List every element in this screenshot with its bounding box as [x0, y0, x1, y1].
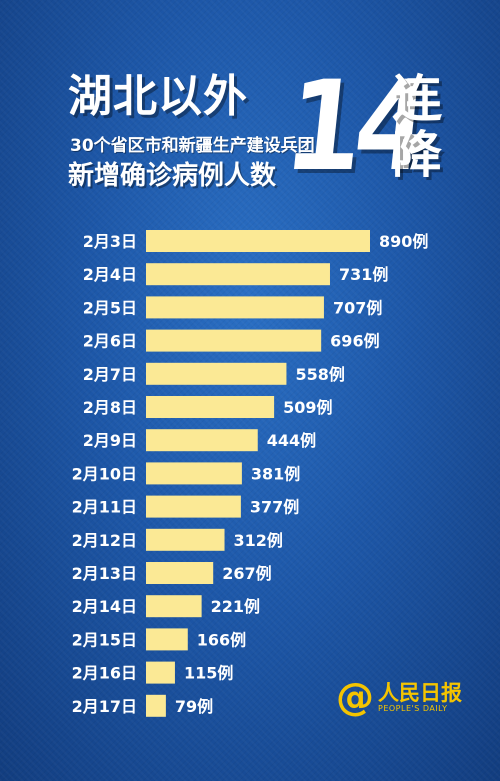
peoples-daily-logo: @ 人民日报 PEOPLE'S DAILY: [336, 677, 462, 717]
category-label: 2月10日: [72, 464, 137, 483]
title-main: 湖北以外: [68, 71, 248, 122]
category-label: 2月13日: [72, 564, 137, 583]
category-label: 2月6日: [83, 332, 137, 351]
bar: [146, 462, 242, 485]
category-label: 2月16日: [72, 664, 137, 683]
value-label: 312例: [234, 531, 283, 550]
title-subtitle: 30个省区市和新疆生产建设兵团: [70, 136, 315, 156]
value-label: 707例: [333, 298, 382, 317]
streak-char-1: 连: [392, 70, 442, 128]
value-label: 115例: [184, 664, 233, 683]
category-label: 2月15日: [72, 630, 137, 649]
value-label: 166例: [197, 630, 246, 649]
category-label: 2月11日: [72, 498, 137, 517]
value-label: 377例: [250, 498, 299, 517]
bar: [146, 429, 258, 452]
bar: [146, 661, 175, 684]
category-label: 2月3日: [83, 232, 137, 251]
logo-name: 人民日报: [378, 680, 462, 705]
streak-char-2: 降: [392, 126, 442, 184]
bar: [146, 230, 370, 252]
bar: [146, 595, 202, 618]
bar: [146, 528, 225, 551]
category-label: 2月14日: [72, 597, 137, 616]
bar: [146, 562, 214, 584]
category-label: 2月12日: [72, 531, 137, 550]
bar: [146, 329, 322, 352]
at-sign-icon: @: [336, 675, 374, 719]
value-label: 79例: [175, 697, 213, 716]
value-label: 509例: [283, 398, 332, 417]
bar: [146, 694, 166, 717]
bar: [146, 362, 287, 385]
bar: [146, 396, 275, 418]
value-label: 731例: [339, 265, 388, 284]
category-label: 2月8日: [83, 398, 137, 417]
value-label: 696例: [330, 332, 379, 351]
logo-text: 人民日报 PEOPLE'S DAILY: [378, 682, 462, 713]
value-label: 444例: [267, 431, 316, 450]
bar: [146, 263, 330, 286]
category-label: 2月9日: [83, 431, 137, 450]
category-label: 2月7日: [83, 365, 137, 384]
value-label: 558例: [295, 365, 344, 384]
bar: [146, 628, 188, 651]
category-label: 2月17日: [72, 697, 137, 716]
value-label: 221例: [211, 597, 260, 616]
category-label: 2月5日: [83, 298, 137, 317]
value-label: 381例: [251, 464, 300, 483]
logo-english: PEOPLE'S DAILY: [378, 703, 448, 713]
title-subject: 新增确诊病例人数: [68, 161, 277, 191]
bar: [146, 296, 324, 319]
value-label: 267例: [222, 564, 271, 583]
category-label: 2月4日: [83, 265, 137, 284]
value-label: 890例: [379, 232, 428, 251]
bar: [146, 495, 241, 518]
